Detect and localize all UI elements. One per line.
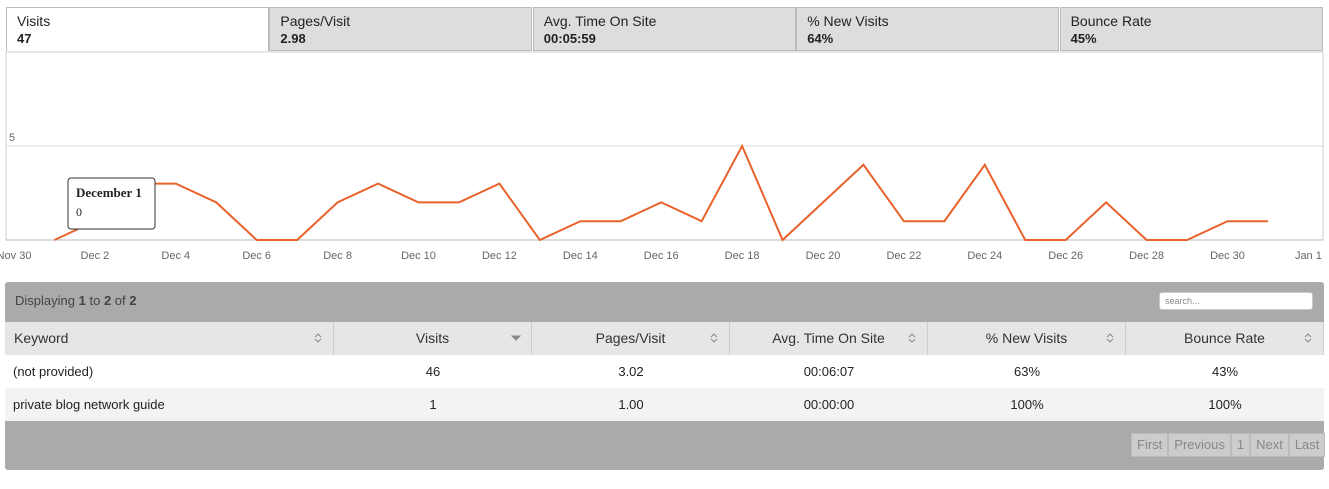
x-tick-label: Nov 30	[0, 250, 31, 262]
metric-label: Avg. Time On Site	[543, 13, 657, 29]
table-cell: 43%	[1211, 364, 1239, 379]
metric-value: 47	[17, 31, 32, 46]
x-tick-label: Dec 30	[1210, 250, 1245, 262]
sort-arrow	[908, 333, 916, 343]
x-tick-label: Dec 4	[161, 250, 190, 262]
metric-tab[interactable]: Pages/Visit 2.98	[269, 7, 533, 51]
x-tick-label: Dec 8	[323, 250, 352, 262]
x-tick-label: Dec 24	[967, 250, 1002, 262]
tooltip-value: 0	[76, 205, 82, 219]
table-cell: 00:00:00	[803, 397, 855, 412]
table-cell: 3.02	[618, 364, 644, 379]
data-line	[54, 143, 1268, 242]
x-tick-label: Dec 2	[81, 250, 110, 262]
sort-icon	[1304, 333, 1312, 343]
table-row	[5, 355, 1324, 388]
table-panel: Displaying 1 to 2 of 2 search... Keyword…	[5, 282, 1326, 470]
pagination-button[interactable]: Previous	[1168, 433, 1231, 457]
info-text: to	[89, 293, 101, 308]
metric-label: Bounce Rate	[1070, 13, 1152, 29]
x-tick-label: Dec 6	[242, 250, 271, 262]
tooltip-box	[67, 177, 156, 230]
column-header[interactable]: Visits	[334, 322, 532, 355]
metric-tab[interactable]: Visits 47	[6, 7, 269, 51]
header-label: Pages/Visit	[595, 330, 666, 346]
pagination-button[interactable]: First	[1131, 433, 1169, 457]
sort-arrow	[1106, 333, 1114, 343]
table-row	[5, 388, 1324, 421]
metric-tab[interactable]: % New Visits 64%	[796, 7, 1060, 51]
column-header[interactable]: Avg. Time On Site	[730, 322, 928, 355]
info-text: of	[114, 293, 126, 308]
info-text: Displaying	[15, 293, 75, 308]
metric-tab[interactable]: Bounce Rate 45%	[1059, 7, 1323, 51]
x-tick-label: Dec 10	[401, 250, 436, 262]
search-input[interactable]: search...	[1159, 292, 1313, 310]
info-number: 2	[129, 293, 137, 308]
info-number: 1	[78, 293, 86, 308]
x-tick-label: Dec 20	[806, 250, 841, 262]
sort-icon	[1106, 333, 1114, 343]
table-cell: private blog network guide	[13, 397, 165, 412]
pagination-button[interactable]: Next	[1250, 433, 1289, 457]
table-cell: 100%	[1010, 397, 1044, 412]
x-tick-label: Dec 18	[725, 250, 760, 262]
table-cell: 46	[425, 364, 441, 379]
chart: 5 Nov 30 Dec 2 Dec 4 Dec 6 Dec 8 Dec 10 Dec 12 D…	[0, 51, 1324, 262]
table-cell: 00:06:07	[803, 364, 855, 379]
tooltip-title: December 1	[76, 185, 142, 200]
sort-icon	[710, 333, 718, 343]
table-cell: 63%	[1013, 364, 1041, 379]
column-header[interactable]: Keyword	[5, 322, 334, 355]
metric-value: 2.98	[280, 31, 306, 46]
sort-icon	[908, 333, 916, 343]
y-tick-label: 5	[9, 132, 15, 144]
column-header[interactable]: % New Visits	[928, 322, 1126, 355]
header-label: Avg. Time On Site	[772, 330, 885, 346]
sort-icon	[314, 333, 322, 343]
metric-label: Visits	[17, 13, 51, 29]
metric-tab[interactable]: Avg. Time On Site 00:05:59	[532, 7, 796, 51]
sort-arrow	[710, 333, 718, 343]
x-tick-label: Jan 1	[1295, 250, 1322, 262]
header-label: % New Visits	[985, 330, 1068, 346]
tooltip: December 1 0	[67, 177, 156, 230]
metric-value: 45%	[1070, 31, 1097, 46]
metric-label: % New Visits	[807, 13, 889, 29]
sort-arrow	[1304, 333, 1312, 343]
x-tick-label: Dec 14	[563, 250, 598, 262]
column-header[interactable]: Bounce Rate	[1126, 322, 1324, 355]
x-tick-label: Dec 22	[886, 250, 921, 262]
x-tick-label: Dec 16	[644, 250, 679, 262]
sort-icon	[511, 335, 521, 341]
pagination-button[interactable]: Last	[1288, 433, 1326, 457]
sort-arrow	[314, 333, 322, 343]
pagination-button[interactable]: 1	[1230, 433, 1251, 457]
metric-value: 64%	[807, 31, 834, 46]
metric-label: Pages/Visit	[280, 13, 351, 29]
x-tick-label: Dec 12	[482, 250, 517, 262]
header-label: Visits	[415, 330, 450, 346]
pagination: First Previous 1 Next Last	[1131, 433, 1326, 457]
header-label: Keyword	[14, 330, 69, 346]
table-cell: (not provided)	[13, 364, 94, 379]
table-cell: 1	[429, 397, 437, 412]
table-cell: 100%	[1208, 397, 1242, 412]
table-info: Displaying 1 to 2 of 2	[15, 293, 137, 308]
x-tick-label: Dec 28	[1129, 250, 1164, 262]
x-tick-label: Dec 26	[1048, 250, 1083, 262]
info-number: 2	[103, 293, 112, 308]
sort-arrow	[511, 335, 521, 341]
column-header[interactable]: Pages/Visit	[532, 322, 730, 355]
metric-value: 00:05:59	[543, 31, 596, 46]
table-cell: 1.00	[618, 397, 644, 412]
header-label: Bounce Rate	[1184, 330, 1265, 346]
